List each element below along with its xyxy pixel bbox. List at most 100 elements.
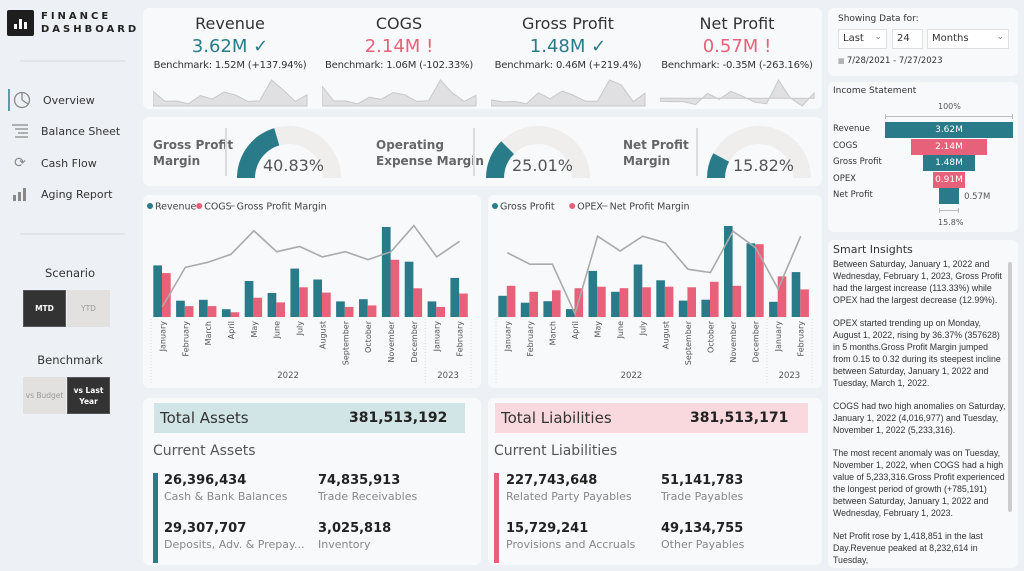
bar-gross-profit[interactable] bbox=[498, 295, 507, 317]
income-bar[interactable]: 2.14M bbox=[911, 138, 987, 155]
gauge-fill bbox=[707, 153, 730, 178]
operating-expense-margin-gauge bbox=[485, 126, 590, 178]
x-tick-label: October bbox=[364, 320, 373, 353]
bar-cogs[interactable] bbox=[162, 273, 171, 317]
bar-opex[interactable] bbox=[642, 287, 651, 317]
x-tick-label: January bbox=[774, 321, 783, 353]
bar-cogs[interactable] bbox=[253, 297, 263, 317]
gauge-value: 40.83% bbox=[263, 156, 325, 175]
bar-revenue[interactable] bbox=[199, 299, 208, 317]
bar-opex[interactable] bbox=[619, 288, 629, 317]
x-tick-label: January bbox=[503, 321, 512, 353]
bar-revenue[interactable] bbox=[450, 277, 460, 317]
x-tick-label: May bbox=[594, 321, 603, 338]
bar-opex[interactable] bbox=[755, 244, 764, 317]
kpi-benchmark: Benchmark: 1.06M (-102.33%) bbox=[324, 60, 474, 71]
kpi-net-profit: Net Profit 0.57M ! Benchmark: -0.35M (-2… bbox=[652, 8, 822, 108]
bar-cogs[interactable] bbox=[299, 287, 308, 317]
scenario-mtd-button[interactable]: MTD bbox=[23, 290, 66, 327]
bar-revenue[interactable] bbox=[244, 281, 254, 317]
bar-gross-profit[interactable] bbox=[588, 270, 598, 317]
liability-item: 15,729,241 Provisions and Accruals bbox=[506, 521, 636, 551]
bar-revenue[interactable] bbox=[404, 261, 414, 317]
bar-gross-profit[interactable] bbox=[633, 264, 643, 318]
bar-revenue[interactable] bbox=[427, 301, 437, 317]
kpi-card bbox=[143, 8, 822, 109]
x-tick-label: August bbox=[318, 321, 327, 349]
sidebar-item-aging-report[interactable]: Aging Report bbox=[8, 183, 138, 205]
scenario-ytd-button[interactable]: YTD bbox=[67, 290, 110, 327]
bar-gross-profit[interactable] bbox=[543, 301, 552, 317]
bar-opex[interactable] bbox=[552, 290, 561, 317]
bar-gross-profit[interactable] bbox=[791, 272, 801, 317]
income-bar[interactable]: 3.62M bbox=[885, 122, 1013, 138]
income-bar[interactable]: 0.91M bbox=[932, 171, 966, 188]
income-bar[interactable]: 1.48M bbox=[922, 155, 976, 171]
year-label: 2023 bbox=[437, 371, 459, 381]
insight-paragraph: Between Saturday, January 1, 2022 and We… bbox=[833, 259, 1002, 305]
bar-revenue[interactable] bbox=[359, 299, 368, 317]
bar-gross-profit[interactable] bbox=[746, 243, 756, 317]
bar-revenue[interactable] bbox=[381, 227, 391, 317]
income-statement-title: Income Statement bbox=[833, 86, 917, 96]
period-mode-dropdown[interactable]: Last ⌄ bbox=[838, 29, 887, 49]
sidebar-item-balance-sheet[interactable]: Balance Sheet bbox=[8, 120, 138, 142]
bar-opex[interactable] bbox=[597, 286, 606, 317]
income-bar[interactable] bbox=[938, 188, 960, 204]
bar-opex[interactable] bbox=[506, 285, 516, 317]
bar-revenue[interactable] bbox=[313, 279, 322, 318]
scrollbar[interactable] bbox=[1008, 262, 1012, 512]
bar-opex[interactable] bbox=[710, 281, 719, 317]
bar-gross-profit[interactable] bbox=[701, 299, 710, 317]
gauge-label-gross-profit-margin: Gross Profit Margin bbox=[153, 138, 234, 168]
bar-cogs[interactable] bbox=[459, 293, 468, 318]
bar-revenue[interactable] bbox=[290, 268, 300, 317]
bar-cogs[interactable] bbox=[413, 288, 423, 317]
bar-gross-profit[interactable] bbox=[769, 301, 778, 317]
bar-cogs[interactable] bbox=[390, 259, 400, 317]
x-tick-label: April bbox=[227, 321, 236, 339]
bar-opex[interactable] bbox=[777, 276, 787, 317]
benchmark-vs-last-year-button[interactable]: vs Last Year bbox=[67, 377, 110, 414]
kpi-title: Revenue bbox=[195, 14, 265, 33]
bar-revenue[interactable] bbox=[221, 309, 231, 317]
bar-cogs[interactable] bbox=[322, 292, 331, 317]
x-tick-label: February bbox=[526, 321, 535, 357]
bar-cogs[interactable] bbox=[276, 302, 285, 317]
sidebar-item-overview[interactable]: Overview bbox=[8, 89, 138, 111]
net-profit-margin-gauge bbox=[707, 126, 811, 178]
x-tick-label: February bbox=[797, 321, 806, 357]
period-count-input[interactable]: 24 bbox=[892, 29, 923, 49]
benchmark-vs-budget-button[interactable]: vs Budget bbox=[23, 377, 66, 414]
bar-cogs[interactable] bbox=[344, 306, 354, 317]
bar-revenue[interactable] bbox=[267, 293, 277, 317]
bar-gross-profit[interactable] bbox=[724, 226, 733, 317]
bar-opex[interactable] bbox=[732, 285, 742, 317]
bar-revenue[interactable] bbox=[176, 300, 185, 317]
bar-opex[interactable] bbox=[687, 287, 696, 317]
bar-opex[interactable] bbox=[529, 291, 538, 317]
bar-cogs[interactable] bbox=[230, 312, 240, 317]
scale-bar-top bbox=[885, 114, 1013, 119]
smart-insights-title: Smart Insights bbox=[833, 243, 913, 256]
bar-gross-profit[interactable] bbox=[678, 300, 688, 317]
sidebar-item-cash-flow[interactable]: ⟳ Cash Flow bbox=[8, 152, 138, 174]
x-tick-label: September bbox=[684, 320, 693, 365]
bar-gross-profit[interactable] bbox=[520, 302, 530, 317]
liability-item: 227,743,648 Related Party Payables bbox=[506, 473, 632, 503]
bar-opex[interactable] bbox=[800, 289, 809, 317]
bar-opex[interactable] bbox=[664, 286, 674, 317]
period-unit-dropdown[interactable]: Months ⌄ bbox=[927, 29, 1009, 49]
bar-cogs[interactable] bbox=[184, 306, 194, 317]
bar-cogs[interactable] bbox=[207, 306, 217, 317]
bar-cogs[interactable] bbox=[367, 305, 377, 317]
kpi-revenue: Revenue 3.62M ✓ Benchmark: 1.52M (+137.9… bbox=[145, 8, 315, 108]
bar-revenue[interactable] bbox=[336, 301, 345, 317]
bar-gross-profit[interactable] bbox=[656, 280, 665, 317]
bar-gross-profit[interactable] bbox=[611, 291, 620, 317]
asset-item: 29,307,707 Deposits, Adv. & Prepay... bbox=[164, 521, 305, 551]
bar-cogs[interactable] bbox=[436, 306, 445, 317]
kpi-value: 1.48M ✓ bbox=[529, 36, 607, 57]
bar-gross-profit[interactable] bbox=[566, 309, 575, 317]
bar-revenue[interactable] bbox=[153, 265, 162, 317]
